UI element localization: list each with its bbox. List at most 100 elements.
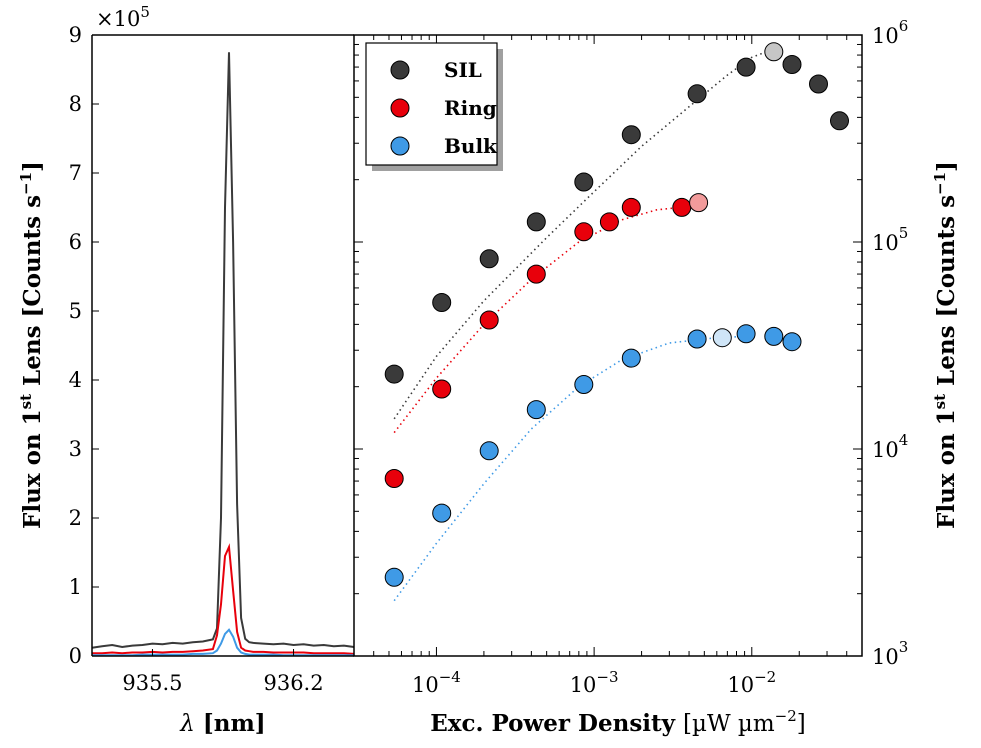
data-point-sil xyxy=(479,249,499,269)
x-axis-unit-superscript: −2 xyxy=(775,707,797,725)
y-tick-label: 7 xyxy=(69,161,82,185)
y-tick-label: 5 xyxy=(69,299,82,323)
data-point-bulk xyxy=(574,375,594,394)
y-tick-exponent: 5 xyxy=(899,224,909,242)
data-point-sil xyxy=(384,364,404,384)
multiplier-exponent: 5 xyxy=(140,3,150,21)
data-point-sil xyxy=(830,111,849,131)
data-point-ring xyxy=(384,469,404,488)
x-axis-unit: [µW µm xyxy=(683,711,775,737)
legend: SIL Ring Bulk xyxy=(365,42,503,171)
x-tick-exponent: −4 xyxy=(439,668,461,686)
spectrum-line-ring xyxy=(92,543,355,655)
right-plot-frame xyxy=(353,34,863,657)
data-point-bulk xyxy=(687,329,707,349)
data-point-sil xyxy=(574,172,594,192)
multiplier-base: ×10 xyxy=(96,7,140,31)
x-axis-label: λ [nm] xyxy=(179,710,265,737)
x-tick-label: 10−3 xyxy=(570,668,619,697)
data-point-sil xyxy=(809,74,828,94)
y-label-text: Flux on 1 xyxy=(933,409,960,529)
x-tick-exponent: −3 xyxy=(596,668,618,686)
spectrum-line-sil xyxy=(91,52,355,649)
data-point-ring xyxy=(689,193,709,213)
y-tick-label: 4 xyxy=(69,368,82,392)
data-point-bulk xyxy=(479,441,499,461)
y-tick-label: 6 xyxy=(69,230,82,254)
x-axis-symbol: λ xyxy=(179,711,195,737)
x-tick-base: 10 xyxy=(412,673,439,697)
fit-curve-bulk xyxy=(393,335,747,602)
legend-box xyxy=(365,42,498,166)
data-point-sil xyxy=(764,42,784,62)
y-tick-label: 9 xyxy=(69,23,82,47)
data-point-bulk xyxy=(621,348,641,368)
y-tick-base: 10 xyxy=(872,438,899,462)
y-label-text-continued: Lens xyxy=(933,317,960,394)
x-tick-label: 935.5 xyxy=(122,671,182,695)
x-axis-unit-close: ] xyxy=(797,711,806,737)
y-tick-label: 3 xyxy=(69,437,82,461)
y-label-unit-close: ] xyxy=(933,161,960,172)
x-tick-base: 10 xyxy=(727,673,754,697)
data-point-bulk xyxy=(712,328,732,348)
y-tick-label: 1 xyxy=(69,575,82,599)
data-point-ring xyxy=(621,197,641,217)
y-label-unit-close: ] xyxy=(19,161,46,172)
y-label-superscript: st xyxy=(931,394,949,409)
data-point-sil xyxy=(782,55,802,74)
y-label-unit: [Counts s xyxy=(19,195,46,318)
legend-marker-sil xyxy=(390,60,410,80)
right-y-axis-label: Flux on 1st Lens [Counts s−1] xyxy=(931,161,960,529)
y-label-unit-superscript: −1 xyxy=(17,172,35,195)
y-label-unit: [Counts s xyxy=(933,195,960,318)
legend-label-ring: Ring xyxy=(444,96,497,120)
y-tick-label: 0 xyxy=(69,644,82,668)
x-axis-text: Exc. Power Density xyxy=(430,710,683,737)
fit-curve-ring xyxy=(393,204,699,434)
legend-label-sil: SIL xyxy=(444,58,482,82)
data-point-sil xyxy=(526,212,546,232)
legend-marker-ring xyxy=(390,98,410,118)
data-point-ring xyxy=(432,379,452,399)
x-tick-base: 10 xyxy=(570,673,597,697)
data-point-bulk xyxy=(782,332,802,352)
data-point-bulk xyxy=(384,567,404,587)
y-tick-base: 10 xyxy=(872,231,899,255)
legend-label-bulk: Bulk xyxy=(444,134,498,158)
y-tick-base: 10 xyxy=(872,24,899,48)
data-point-bulk xyxy=(526,400,546,420)
y-label-text-continued: Lens xyxy=(19,317,46,394)
data-point-bulk xyxy=(764,326,784,346)
data-point-ring xyxy=(526,264,546,284)
x-tick-label: 10−2 xyxy=(727,668,776,697)
y-label-unit-superscript: −1 xyxy=(931,172,949,195)
data-point-sil xyxy=(432,293,452,312)
y-tick-label: 106 xyxy=(872,17,908,48)
legend-marker-bulk xyxy=(390,136,410,156)
data-point-sil xyxy=(687,84,707,104)
data-point-ring xyxy=(672,197,692,217)
y-multiplier-label: ×105 xyxy=(96,3,150,31)
data-point-bulk xyxy=(432,503,452,523)
x-tick-label: 10−4 xyxy=(412,668,461,697)
data-point-sil xyxy=(736,57,756,77)
data-point-sil xyxy=(621,125,641,145)
y-tick-exponent: 6 xyxy=(899,17,909,35)
y-tick-base: 10 xyxy=(872,645,899,669)
y-tick-label: 105 xyxy=(872,224,908,255)
y-label-superscript: st xyxy=(17,394,35,409)
x-axis-label: Exc. Power Density [µW µm−2] xyxy=(430,707,806,737)
y-tick-label: 104 xyxy=(872,431,908,462)
y-label-text: Flux on 1 xyxy=(19,409,46,529)
y-tick-label: 103 xyxy=(872,638,908,669)
y-tick-exponent: 4 xyxy=(899,431,909,449)
data-point-bulk xyxy=(736,324,756,344)
x-tick-exponent: −2 xyxy=(754,668,776,686)
data-point-ring xyxy=(599,212,619,232)
y-tick-exponent: 3 xyxy=(899,638,909,656)
x-tick-label: 936.2 xyxy=(263,671,323,695)
left-y-axis-label: Flux on 1st Lens [Counts s−1] xyxy=(17,161,46,529)
